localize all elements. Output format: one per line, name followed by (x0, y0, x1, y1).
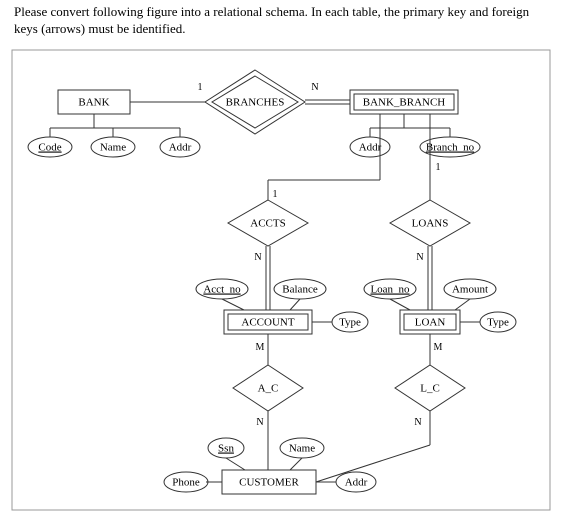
label-accts: ACCTS (250, 218, 285, 230)
label-customer: CUSTOMER (239, 477, 299, 489)
label-loan-type: Type (487, 317, 509, 329)
er-diagram-svg: BANK Code Name Addr BRANCHES 1 N BANK_BR… (0, 0, 562, 516)
card-loans-n: N (416, 252, 423, 263)
label-amount: Amount (452, 284, 488, 296)
card-branches-n: N (311, 82, 318, 93)
label-lc: L_C (420, 383, 440, 395)
label-branch-addr: Addr (359, 142, 382, 154)
label-loans: LOANS (412, 218, 449, 230)
label-acct-no: Acct_no (203, 284, 241, 296)
label-bank-addr: Addr (169, 142, 192, 154)
card-ac-n: N (256, 417, 263, 428)
label-ac: A_C (258, 383, 279, 395)
card-lc-n: N (414, 417, 421, 428)
card-branches-1: 1 (198, 82, 203, 93)
label-account-type: Type (339, 317, 361, 329)
label-branches: BRANCHES (226, 97, 285, 109)
card-loans-1: 1 (436, 162, 441, 173)
label-loan: LOAN (415, 317, 446, 329)
label-bank-name: Name (100, 142, 126, 154)
label-bank-branch: BANK_BRANCH (363, 97, 446, 109)
label-phone: Phone (172, 477, 200, 489)
label-loan-no: Loan_no (370, 284, 410, 296)
card-ac-m: M (256, 342, 265, 353)
card-accts-n: N (254, 252, 261, 263)
card-accts-1: 1 (273, 189, 278, 200)
label-account: ACCOUNT (241, 317, 294, 329)
card-lc-m: M (434, 342, 443, 353)
label-bank-code: Code (38, 142, 61, 154)
label-branch-no: Branch_no (426, 142, 475, 154)
diagram-frame (12, 50, 550, 510)
label-ssn: Ssn (218, 443, 234, 455)
label-balance: Balance (282, 284, 318, 296)
label-cust-addr: Addr (345, 477, 368, 489)
label-cust-name: Name (289, 443, 315, 455)
er-diagram-page: Please convert following figure into a r… (0, 0, 562, 516)
label-bank: BANK (78, 97, 109, 109)
